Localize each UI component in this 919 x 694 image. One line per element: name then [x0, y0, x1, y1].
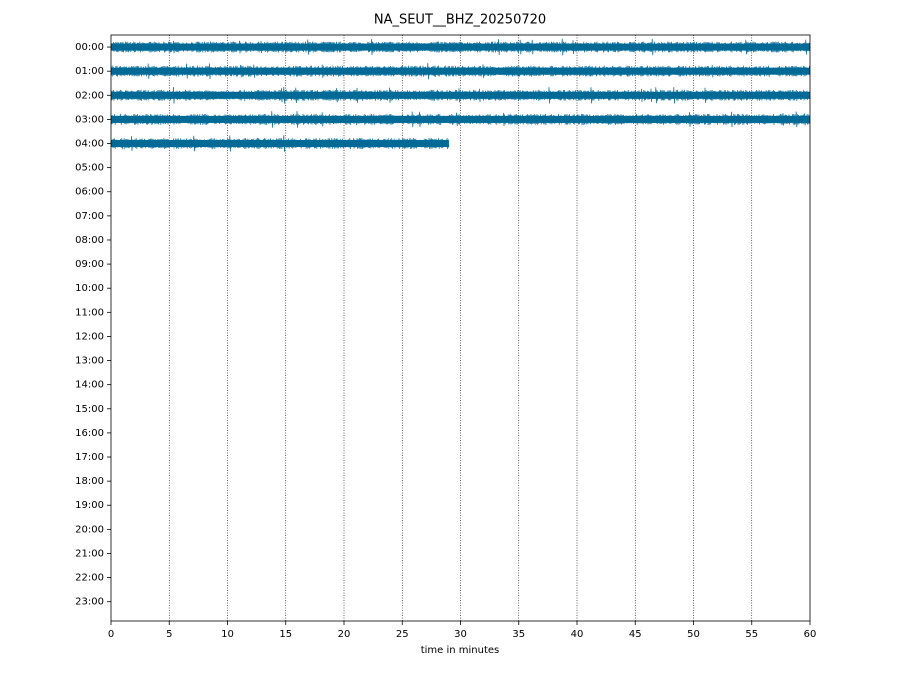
y-tick-label: 09:00 [75, 259, 104, 270]
y-tick-label: 11:00 [75, 307, 104, 318]
y-tick-label: 04:00 [75, 139, 104, 150]
y-tick-label: 08:00 [75, 235, 104, 246]
x-axis-label: time in minutes [421, 645, 500, 656]
x-tick-label: 35 [512, 629, 525, 640]
x-tick-label: 30 [454, 629, 467, 640]
y-tick-label: 22:00 [75, 573, 104, 584]
x-tick-label: 45 [629, 629, 642, 640]
x-tick-label: 0 [108, 629, 114, 640]
x-tick-label: 10 [221, 629, 234, 640]
x-tick-label: 50 [687, 629, 700, 640]
y-tick-label: 19:00 [75, 500, 104, 511]
y-tick-label: 20:00 [75, 524, 104, 535]
y-tick-label: 18:00 [75, 476, 104, 487]
x-tick-label: 25 [396, 629, 409, 640]
x-tick-label: 60 [804, 629, 817, 640]
y-tick-label: 14:00 [75, 380, 104, 391]
y-tick-label: 13:00 [75, 356, 104, 367]
trace-waveform [110, 86, 811, 104]
y-tick-label: 01:00 [75, 66, 104, 77]
trace-waveform [110, 62, 811, 80]
y-tick-label: 17:00 [75, 452, 104, 463]
y-tick-label: 07:00 [75, 211, 104, 222]
y-tick-label: 06:00 [75, 187, 104, 198]
plot-frame [110, 34, 811, 622]
y-tick-label: 03:00 [75, 114, 104, 125]
x-tick-label: 55 [745, 629, 758, 640]
x-tick-label: 15 [279, 629, 292, 640]
y-tick-label: 02:00 [75, 90, 104, 101]
y-tick-label: 21:00 [75, 548, 104, 559]
x-tick-label: 20 [338, 629, 351, 640]
x-tick-label: 40 [571, 629, 584, 640]
y-tick-label: 00:00 [75, 42, 104, 53]
trace-waveform [110, 38, 811, 56]
y-tick-label: 16:00 [75, 428, 104, 439]
trace-waveform [110, 111, 811, 128]
y-tick-label: 15:00 [75, 404, 104, 415]
chart-title: NA_SEUT__BHZ_20250720 [374, 13, 546, 28]
y-tick-label: 10:00 [75, 283, 104, 294]
y-tick-label: 23:00 [75, 597, 104, 608]
x-tick-label: 5 [166, 629, 172, 640]
trace-waveform [110, 135, 450, 152]
y-tick-label: 12:00 [75, 331, 104, 342]
y-tick-label: 05:00 [75, 163, 104, 174]
